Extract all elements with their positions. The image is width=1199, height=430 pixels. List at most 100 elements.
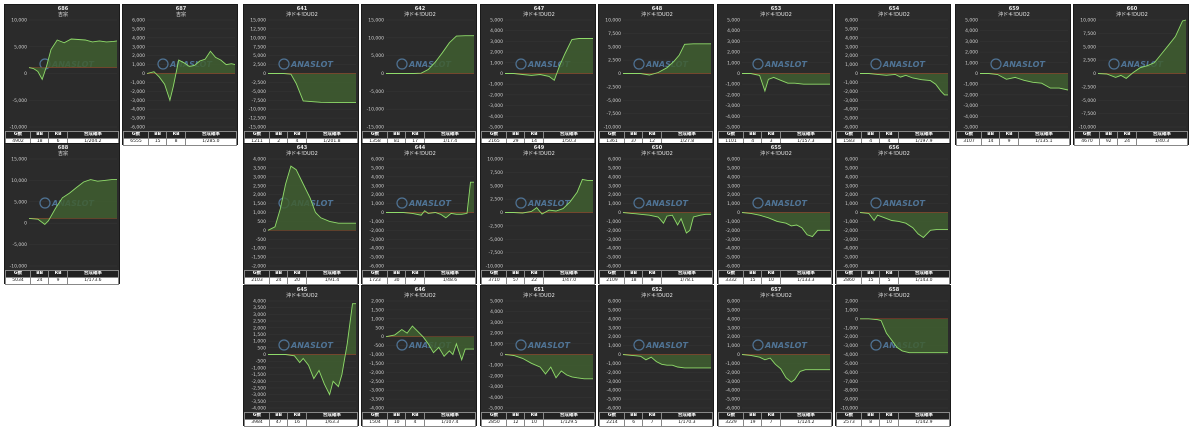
bb-value: 14 [980, 138, 1001, 146]
balance-area [268, 303, 356, 395]
y-tick-label: -3,000 [130, 98, 145, 104]
games-header: G数 [1074, 131, 1100, 139]
svg-text:ANASLOT: ANASLOT [882, 199, 925, 208]
y-tick-label: -5,000 [725, 255, 740, 261]
bb-header: BB [268, 412, 289, 420]
y-tick-label: -5,000 [488, 406, 503, 412]
slot-graph-panel[interactable]: 660 沖ドキ!DUO2 10,000 7,500 5,000 2,500 0 -2,500 -… [1073, 4, 1189, 146]
slot-graph-panel[interactable]: 658 沖ドキ!DUO2 2,000 1,000 0 -1,000 -2,000 -3,000… [835, 285, 951, 427]
slot-graph-panel[interactable]: 651 沖ドキ!DUO2 5,000 4,000 3,000 2,000 1,000 0 -1,… [480, 285, 596, 427]
balance-area [860, 212, 948, 238]
y-tick-label: 3,000 [253, 174, 266, 180]
y-tick-label: -5,000 [369, 255, 384, 261]
stats-table: G数 BB RB 合成確率 1358 81 17 1/17.4 [362, 131, 477, 146]
slot-graph-panel[interactable]: 645 沖ドキ!DUO2 4,000 3,500 3,000 2,500 2,000 1,50… [243, 285, 359, 427]
y-tick-label: 5,000 [14, 199, 27, 205]
bb-header: BB [386, 270, 407, 278]
combined-rate-value: 1/78.1 [660, 277, 714, 285]
stats-table: G数 BB RB 合成確率 3710 57 22 1/47.0 [481, 270, 596, 285]
games-value: 3710 [481, 277, 507, 285]
slot-graph-panel[interactable]: 642 沖ドキ!DUO2 15,000 10,000 5,000 0 -5,000 -10,0… [361, 4, 477, 146]
bb-value: 47 [268, 419, 289, 427]
stats-table: G数 BB RB 合成確率 2103 24 20 1/91.4 [244, 270, 359, 285]
slot-graph-panel[interactable]: 650 沖ドキ!DUO2 6,000 5,000 4,000 3,000 2,000 1,00… [598, 143, 714, 285]
slot-graph-panel[interactable]: 641 沖ドキ!DUO2 15,000 12,500 10,000 7,500 5,000 2… [243, 4, 359, 146]
slot-graph-panel[interactable]: 652 沖ドキ!DUO2 6,000 5,000 4,000 3,000 2,000 1,00… [598, 285, 714, 427]
y-tick-label: -7,500 [1081, 111, 1096, 117]
y-tick-label: 0 [500, 210, 503, 216]
stats-table: G数 BB RB 合成確率 6555 15 8 1/285.0 [123, 131, 238, 146]
y-tick-label: -7,500 [606, 111, 621, 117]
slot-graph-panel[interactable]: 655 沖ドキ!DUO2 6,000 5,000 4,000 3,000 2,000 1,00… [717, 143, 833, 285]
y-tick-label: 5,000 [14, 44, 27, 50]
combined-rate-header: 合成確率 [779, 131, 833, 139]
y-tick-label: 4,000 [608, 174, 621, 180]
balance-series-line [622, 212, 711, 234]
y-tick-label: 1,000 [371, 316, 384, 322]
slot-graph-panel[interactable]: 649 沖ドキ!DUO2 10,000 7,500 5,000 2,500 0 -2,500 -… [480, 143, 596, 285]
y-tick-label: 0 [381, 334, 384, 340]
y-tick-label: -3,000 [963, 103, 978, 109]
slot-graph-panel[interactable]: 656 沖ドキ!DUO2 6,000 5,000 4,000 3,000 2,000 1,00… [835, 143, 951, 285]
y-tick-label: -2,000 [369, 370, 384, 376]
y-tick-label: -15,000 [249, 125, 267, 131]
bb-value: 15 [742, 277, 763, 285]
slot-graph-panel[interactable]: 646 沖ドキ!DUO2 2,000 1,500 1,000 500 0 -500 -1,000… [361, 285, 477, 427]
slot-graph-panel[interactable]: 643 沖ドキ!DUO2 4,000 3,500 3,000 2,500 2,000 1,50… [243, 143, 359, 285]
machine-number: 648 [651, 6, 663, 12]
y-tick-label: 5,000 [132, 26, 145, 32]
slot-graph-panel[interactable]: 647 沖ドキ!DUO2 5,000 4,000 3,000 2,000 1,000 0 -1,… [480, 4, 596, 146]
y-tick-label: -2,000 [488, 92, 503, 98]
slot-graph-panel[interactable]: 687 吉宗 6,000 5,000 4,000 3,000 2,000 1,000 0 -1,0… [122, 4, 238, 146]
y-tick-label: 1,000 [845, 201, 858, 207]
slot-graph-panel[interactable]: 688吉宗15,00010,0005,0000-5,000-10,000ANAS… [4, 143, 120, 285]
balance-chart: 6,000 5,000 4,000 3,000 2,000 1,000 0 -1,000 -2,… [606, 157, 711, 270]
games-header: G数 [718, 270, 744, 278]
machine-name: 沖ドキ!DUO2 [404, 151, 436, 157]
balance-chart: 6,000 5,000 4,000 3,000 2,000 1,000 0 -1,000 -2,… [606, 299, 711, 412]
stats-table: G数 BB RB 合成確率 5034 24 9 1/173.6 [5, 270, 120, 285]
y-tick-label: 0 [263, 352, 266, 358]
machine-name: 沖ドキ!DUO2 [641, 12, 673, 18]
y-tick-label: -5,000 [130, 116, 145, 122]
y-tick-label: -1,500 [251, 255, 266, 261]
stats-table: G数 BB RB 合成確率 3229 19 7 1/124.2 [718, 412, 833, 427]
games-value: 3984 [244, 419, 270, 427]
slot-graph-panel[interactable]: 653 沖ドキ!DUO2 5,000 4,000 3,000 2,000 1,000 0 -1,… [717, 4, 833, 146]
stats-table: G数 BB RB 合成確率 3107 14 9 1/135.1 [956, 131, 1071, 146]
slot-graph-panel[interactable]: 659 沖ドキ!DUO2 5,000 4,000 3,000 2,000 1,000 0 -1,… [955, 4, 1071, 146]
combined-rate-header: 合成確率 [779, 412, 833, 420]
slot-graph-panel[interactable]: 648 沖ドキ!DUO2 10,000 7,500 5,000 2,500 0 -2,500 -… [598, 4, 714, 146]
rb-header: RB [761, 131, 781, 139]
y-tick-label: 3,000 [727, 39, 740, 45]
y-tick-label: 1,000 [608, 201, 621, 207]
y-tick-label: 4,000 [253, 299, 266, 305]
rb-value: 5 [879, 277, 899, 285]
slot-graph-panel[interactable]: 644 沖ドキ!DUO2 6,000 5,000 4,000 3,000 2,000 1,00… [361, 143, 477, 285]
balance-series-line [741, 354, 830, 383]
y-tick-label: -2,000 [843, 334, 858, 340]
y-tick-label: -10,000 [367, 107, 385, 113]
balance-chart: 10,000 7,500 5,000 2,500 0 -2,500 -5,000 -7,500… [604, 18, 711, 131]
balance-series-line [386, 181, 474, 219]
bb-value: 6 [623, 419, 644, 427]
machine-name: 吉宗 [175, 12, 186, 18]
bb-header: BB [860, 412, 881, 420]
y-tick-label: -4,000 [725, 246, 740, 252]
y-tick-label: 5,000 [845, 26, 858, 32]
balance-chart: 5,000 4,000 3,000 2,000 1,000 0 -1,000 -2,000 -3… [725, 18, 830, 131]
combined-rate-value: 1/91.4 [305, 277, 359, 285]
y-tick-label: 1,000 [253, 339, 266, 345]
y-tick-label: 1,000 [727, 201, 740, 207]
bb-header: BB [505, 412, 526, 420]
slot-graph-panel[interactable]: 654 沖ドキ!DUO2 6,000 5,000 4,000 3,000 2,000 1,00… [835, 4, 951, 146]
games-header: G数 [244, 131, 270, 139]
slot-graph-panel[interactable]: 657 沖ドキ!DUO2 6,000 5,000 4,000 3,000 2,000 1,00… [717, 285, 833, 427]
balance-chart: 6,000 5,000 4,000 3,000 2,000 1,000 0 -1,000 -2,… [130, 18, 236, 131]
stats-table: G数 BB RB 合成確率 1723 30 7 1/48.6 [362, 270, 477, 285]
y-tick-label: 1,000 [727, 343, 740, 349]
slot-graph-panel[interactable]: 686吉宗10,0005,0000-5,000-10,000ANASLOTG数B… [4, 4, 120, 146]
y-tick-label: 5,000 [845, 165, 858, 171]
y-tick-label: -3,000 [606, 379, 621, 385]
y-tick-label: 5,000 [1083, 44, 1096, 50]
